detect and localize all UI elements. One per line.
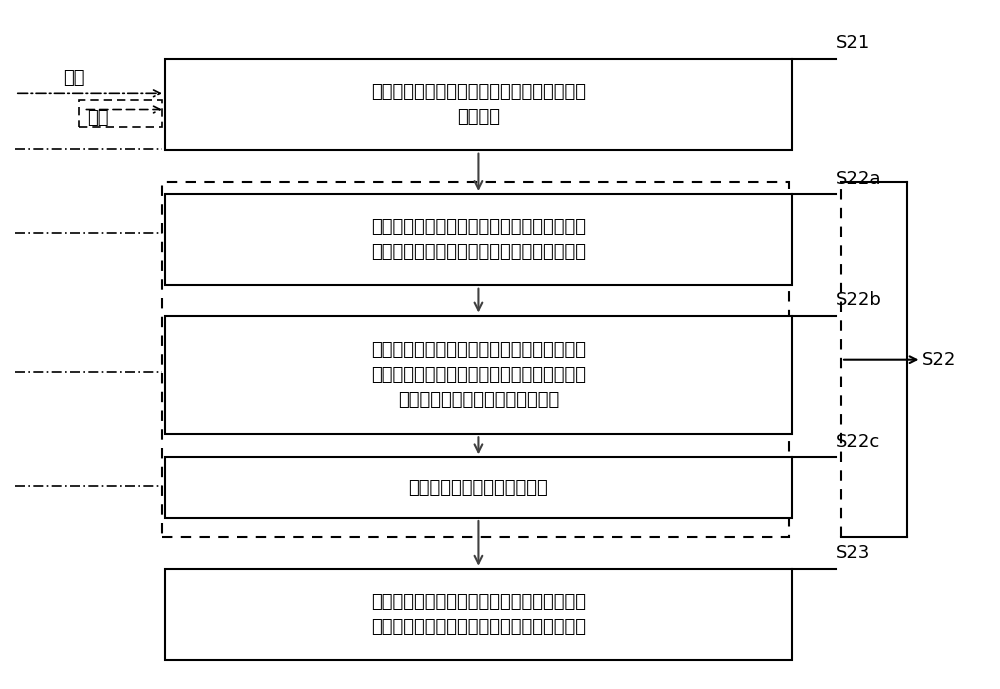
Text: 控制: 控制 bbox=[87, 110, 109, 127]
Text: 将相位差信息转换为误差信息: 将相位差信息转换为误差信息 bbox=[409, 479, 548, 497]
Text: 锁相滤波处理后的特定信息与第二信号进行相
位比较，该第二信号与特定信息之间存在特定
的相位对准关系，得到相位差信息: 锁相滤波处理后的特定信息与第二信号进行相 位比较，该第二信号与特定信息之间存在特… bbox=[371, 341, 586, 409]
Text: S23: S23 bbox=[836, 544, 871, 562]
Text: 对第一移相操作后的第一信号中的特定信息进
行锁相滤波，并保证锁定时输入与输出同相位: 对第一移相操作后的第一信号中的特定信息进 行锁相滤波，并保证锁定时输入与输出同相… bbox=[371, 218, 586, 261]
Text: S22: S22 bbox=[921, 351, 956, 369]
Bar bbox=[165, 569, 792, 660]
Bar bbox=[79, 100, 162, 127]
Bar bbox=[162, 183, 789, 537]
Text: S22b: S22b bbox=[836, 291, 882, 309]
Text: 自适应相位对准环路锁定时，第一信号中的特
定信息与第二信号相位差恒定，相位对准完成: 自适应相位对准环路锁定时，第一信号中的特 定信息与第二信号相位差恒定，相位对准完… bbox=[371, 593, 586, 636]
Bar bbox=[165, 457, 792, 518]
Bar bbox=[165, 194, 792, 285]
Text: 根据控制端的信息对输入的第一信号进行第一
移相操作: 根据控制端的信息对输入的第一信号进行第一 移相操作 bbox=[371, 83, 586, 126]
Text: 控制: 控制 bbox=[63, 69, 84, 87]
Text: S21: S21 bbox=[836, 34, 870, 52]
Bar bbox=[165, 59, 792, 150]
Text: S22a: S22a bbox=[836, 169, 882, 187]
Text: S22c: S22c bbox=[836, 433, 880, 451]
Bar bbox=[165, 316, 792, 434]
